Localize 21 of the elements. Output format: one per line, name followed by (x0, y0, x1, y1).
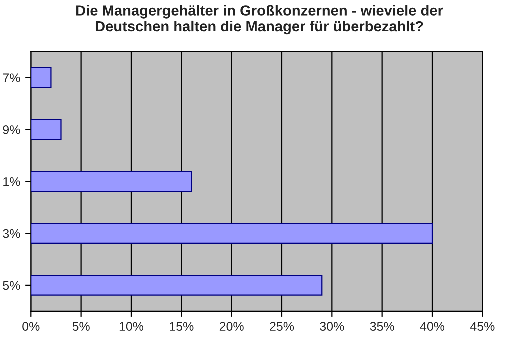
bar (31, 223, 434, 244)
y-tick-label: 1% (4, 178, 20, 186)
x-tick-label: 30% (320, 322, 344, 331)
y-tick-label: 3% (3, 229, 20, 238)
y-tick-label: 5% (3, 281, 20, 290)
x-tick-label: 5% (72, 322, 90, 331)
y-tick-label: 9% (3, 126, 20, 134)
x-tick-label: 35% (370, 322, 394, 331)
x-tick-label: 0% (22, 322, 40, 331)
x-tick-label: 45% (470, 322, 495, 331)
x-tick-label: 10% (120, 322, 144, 331)
x-tick-label: 20% (220, 322, 244, 331)
x-tick-label: 40% (420, 322, 445, 331)
bar (31, 119, 62, 140)
chart-title: Die Managergehälter in Großkonzernen - wieviele der Deutschen halten die Manager für überbezahlt? (76, 5, 444, 35)
x-tick-label: 25% (270, 322, 294, 331)
bar (31, 171, 192, 192)
bar (31, 275, 323, 296)
y-tick-label: 7% (3, 74, 20, 82)
x-tick-label: 15% (170, 322, 194, 331)
bar (31, 67, 52, 88)
